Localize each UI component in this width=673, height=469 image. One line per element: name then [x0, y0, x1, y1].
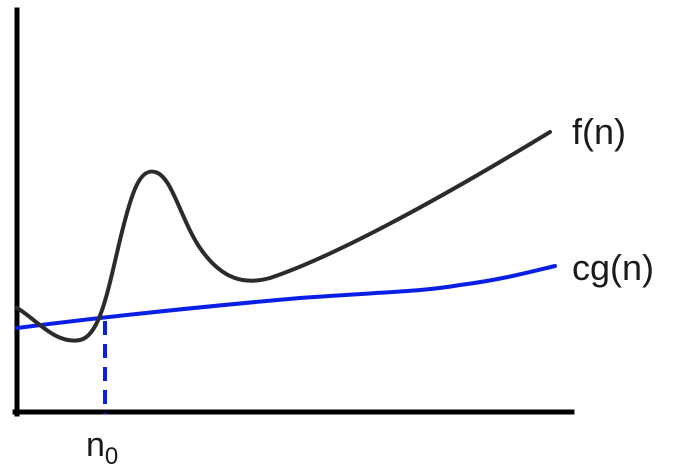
cg-curve-label: cg(n) — [572, 247, 654, 288]
n0-label-subscript: 0 — [105, 443, 118, 469]
n0-label-base: n — [86, 426, 105, 464]
cg-curve — [15, 264, 557, 330]
axes — [12, 7, 575, 417]
f-curve-label: f(n) — [572, 111, 626, 152]
n0-label: n0 — [86, 426, 118, 469]
f-curve — [15, 130, 552, 343]
